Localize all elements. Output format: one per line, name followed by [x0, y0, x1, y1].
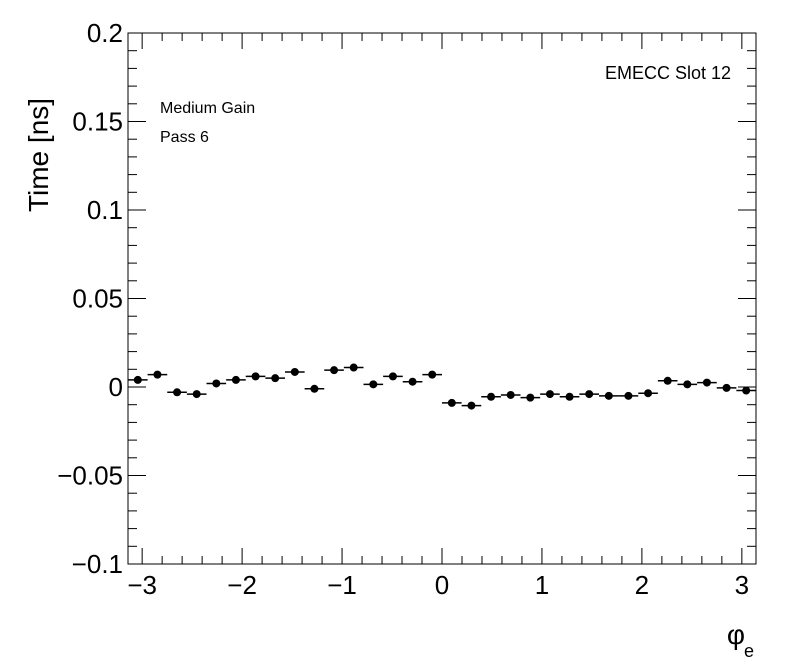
point-marker: [447, 398, 456, 407]
point-marker: [644, 389, 653, 398]
point-marker: [408, 377, 417, 386]
data-point: [736, 386, 756, 395]
y-tick-label: −0.1: [72, 549, 123, 579]
data-point: [186, 390, 207, 399]
x-tick-label: 2: [635, 570, 649, 600]
x-axis-title-symbol: φ: [727, 619, 745, 650]
x-tick-label: −1: [327, 570, 357, 600]
data-point: [324, 366, 344, 375]
slot-annotation: EMECC Slot 12: [605, 63, 731, 83]
point-marker: [290, 367, 299, 376]
data-point: [343, 363, 364, 372]
data-point: [500, 390, 521, 399]
pass-annotation: Pass 6: [160, 129, 209, 146]
x-axis-title: φ e: [727, 619, 754, 661]
data-point: [206, 379, 227, 388]
data-point: [481, 392, 501, 401]
y-tick-label: 0: [109, 372, 123, 402]
data-point: [128, 375, 148, 384]
data-point: [402, 377, 423, 386]
x-tick-label: 0: [435, 570, 449, 600]
data-point: [304, 384, 325, 393]
data-point: [716, 383, 737, 392]
point-marker: [467, 401, 476, 410]
point-marker: [604, 391, 613, 400]
data-point: [285, 367, 305, 376]
data-point: [226, 375, 246, 384]
data-point: [638, 389, 658, 398]
data-point: [697, 378, 717, 387]
x-tick-labels: −3 −2 −1 0 1 2 3: [127, 570, 749, 600]
data-point: [520, 393, 541, 402]
data-point: [265, 374, 285, 383]
data-point: [677, 380, 698, 389]
y-axis-title: Time [ns]: [23, 98, 54, 212]
plot-frame: [127, 32, 757, 565]
data-point: [657, 376, 678, 385]
data-point: [167, 388, 187, 397]
x-axis-title-subscript: e: [744, 641, 754, 661]
point-marker: [526, 393, 535, 402]
point-marker: [506, 390, 515, 399]
point-marker: [428, 370, 437, 379]
point-marker: [349, 363, 358, 372]
y-tick-label: 0.1: [87, 195, 123, 225]
data-point: [422, 370, 442, 379]
point-marker: [487, 392, 496, 401]
data-point: [618, 391, 639, 400]
y-tick-label: 0.05: [72, 284, 123, 314]
point-marker: [683, 380, 692, 389]
data-points: [128, 363, 756, 410]
point-marker: [192, 390, 201, 399]
point-marker: [702, 378, 711, 387]
data-point: [383, 372, 403, 381]
data-point: [599, 391, 619, 400]
point-marker: [310, 384, 319, 393]
point-marker: [173, 388, 182, 397]
y-tick-label: −0.05: [57, 461, 123, 491]
point-marker: [585, 390, 594, 399]
data-point: [540, 390, 560, 399]
data-point: [363, 380, 384, 389]
gain-annotation: Medium Gain: [160, 100, 255, 117]
point-marker: [153, 370, 162, 379]
data-point: [147, 370, 168, 379]
data-point: [579, 390, 599, 399]
point-marker: [565, 392, 574, 401]
point-marker: [545, 390, 554, 399]
point-marker: [271, 374, 280, 383]
point-marker: [369, 380, 378, 389]
point-marker: [133, 375, 142, 384]
point-marker: [624, 391, 633, 400]
point-marker: [742, 386, 751, 395]
point-marker: [251, 372, 260, 381]
data-point: [461, 401, 482, 410]
point-marker: [388, 372, 397, 381]
point-marker: [330, 366, 339, 375]
x-tick-label: −3: [127, 570, 157, 600]
x-tick-label: 3: [735, 570, 749, 600]
y-tick-labels: −0.1 −0.05 0 0.05 0.1 0.15 0.2: [57, 18, 123, 579]
x-tick-label: 1: [535, 570, 549, 600]
data-point: [245, 372, 266, 381]
y-tick-label: 0.2: [87, 18, 123, 48]
point-marker: [212, 379, 221, 388]
point-marker: [663, 376, 672, 385]
point-marker: [231, 375, 240, 384]
point-marker: [722, 383, 731, 392]
x-tick-label: −2: [227, 570, 257, 600]
data-point: [559, 392, 580, 401]
data-point: [442, 398, 462, 407]
y-tick-label: 0.15: [72, 107, 123, 137]
